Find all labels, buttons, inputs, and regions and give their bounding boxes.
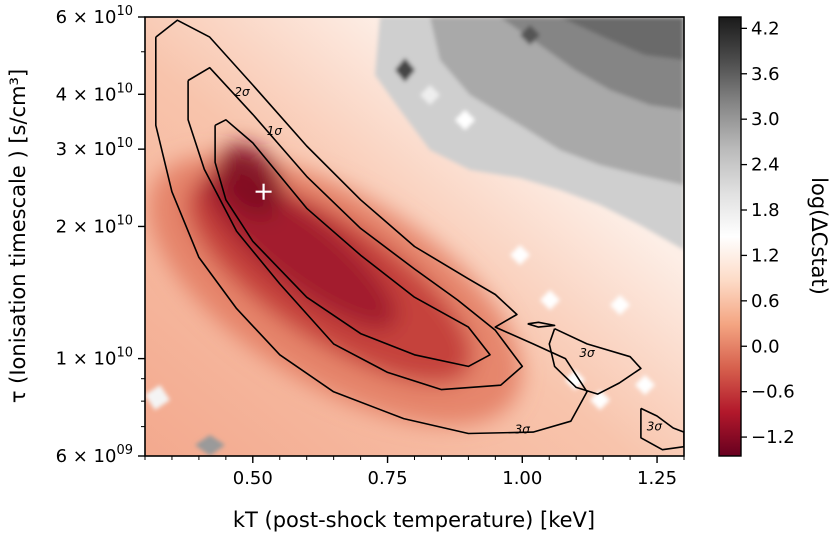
colorbar-bar <box>718 16 742 457</box>
y-tick-label: 6 × 1010 <box>56 4 133 28</box>
contour-5 <box>640 407 684 451</box>
colorbar-tick-label: 1.2 <box>751 245 780 266</box>
contour-0 <box>214 119 491 368</box>
colorbar-title: log(ΔCstat) <box>807 177 831 295</box>
colorbar: 4.2 3.6 3.0 2.4 1.8 1.2 0.6 0.0 −0.6 −1.2 <box>718 16 795 457</box>
x-tick-label: 0.75 <box>368 468 408 489</box>
high-cstat-region <box>145 17 684 456</box>
colorbar-tick-label: 3.6 <box>751 64 780 85</box>
x-tick-label: 1.25 <box>637 468 677 489</box>
x-axis: 0.50 0.75 1.00 1.25 <box>144 456 685 489</box>
y-tick-label: 6 × 1009 <box>56 443 133 467</box>
heatmap <box>145 17 684 456</box>
contour-2 <box>155 19 588 435</box>
contour-1 <box>187 66 524 391</box>
colorbar-tick-label: −0.6 <box>751 382 795 403</box>
y-tick-label: 1 × 1010 <box>56 346 133 370</box>
contour-labels: 1σ 2σ 3σ 3σ 3σ <box>234 85 662 436</box>
y-axis: 6 × 1010 4 × 1010 3 × 1010 2 × 1010 1 × 1010… <box>56 4 145 467</box>
contour-4 <box>527 321 556 328</box>
y-tick-label: 3 × 1010 <box>56 136 133 160</box>
contour-label: 3σ <box>579 346 595 360</box>
x-axis-title: kT (post-shock temperature) [keV] <box>233 508 595 532</box>
contour-label: 1σ <box>267 124 283 138</box>
contour-3 <box>548 327 642 395</box>
contour-lines <box>155 19 684 451</box>
y-axis-title: τ (Ionisation timescale ) [s/cm³] <box>6 69 30 403</box>
colorbar-tick-label: 0.6 <box>751 291 780 312</box>
contour-label: 3σ <box>647 420 663 434</box>
colorbar-tick-label: 3.0 <box>751 109 780 130</box>
contour-label: 2σ <box>234 85 250 99</box>
colorbar-tick-label: 0.0 <box>751 336 780 357</box>
colorbar-tick-label: 2.4 <box>751 155 780 176</box>
best-fit-marker <box>255 183 272 200</box>
colorbar-tick-label: −1.2 <box>751 427 795 448</box>
x-tick-label: 1.00 <box>502 468 542 489</box>
colorbar-tick-label: 1.8 <box>751 200 780 221</box>
y-tick-label: 2 × 1010 <box>56 213 133 237</box>
y-tick-label: 4 × 1010 <box>56 81 133 105</box>
x-tick-label: 0.50 <box>233 468 273 489</box>
contour-label: 3σ <box>515 422 531 436</box>
colorbar-tick-label: 4.2 <box>751 18 780 39</box>
